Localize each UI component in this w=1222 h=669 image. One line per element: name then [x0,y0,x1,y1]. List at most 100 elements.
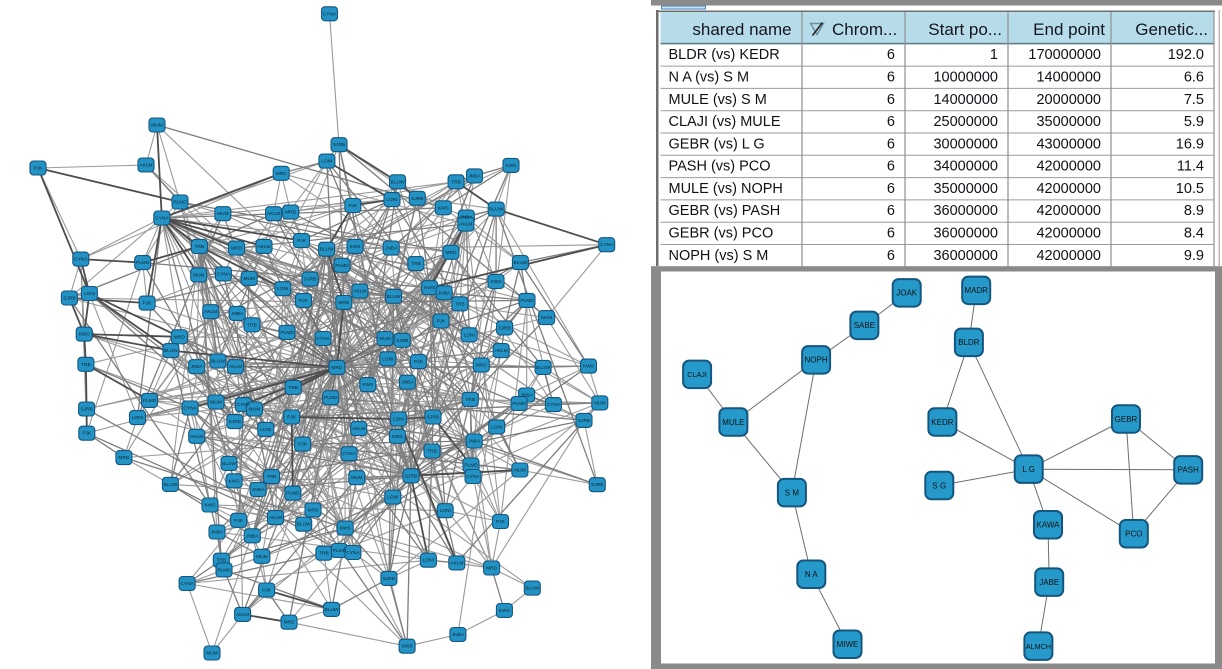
svg-text:6: 6 [887,226,895,242]
svg-text:JABE: JABE [1039,578,1059,587]
svg-text:BLUW: BLUW [325,607,339,613]
svg-text:GEBR: GEBR [1115,415,1138,424]
svg-text:CYNA: CYNA [74,257,88,263]
svg-text:Chrom...: Chrom... [832,20,897,39]
svg-text:SJRB: SJRB [304,277,316,283]
svg-text:36000000: 36000000 [933,248,998,264]
svg-text:KWS: KWS [424,285,435,291]
svg-text:AKLM: AKLM [353,289,366,295]
svg-text:42000000: 42000000 [1036,181,1101,197]
svg-text:PLMD: PLMD [136,260,150,266]
svg-text:KWS: KWS [79,332,90,338]
svg-text:10.5: 10.5 [1176,181,1204,197]
svg-text:25000000: 25000000 [933,114,998,130]
svg-text:JNBA: JNBA [385,246,398,252]
svg-text:BLUW: BLUW [525,586,539,592]
svg-text:KWS: KWS [506,163,517,169]
svg-text:TRB: TRB [195,244,205,250]
svg-text:AKLM: AKLM [450,560,463,566]
svg-text:N A: N A [805,570,819,579]
svg-text:JNBA: JNBA [460,215,473,221]
svg-text:MRD: MRD [284,620,295,626]
svg-text:AKLM: AKLM [236,612,249,618]
svg-text:9.9: 9.9 [1184,248,1204,264]
svg-text:BLUW: BLUW [513,260,527,266]
svg-text:SJRB: SJRB [591,482,603,488]
svg-text:CYNA: CYNA [346,550,360,556]
svg-text:6: 6 [887,70,895,86]
svg-text:TRB: TRB [427,449,437,455]
svg-text:34000000: 34000000 [933,159,998,175]
svg-text:KWS: KWS [491,279,502,285]
svg-text:MUM: MUM [379,336,390,342]
svg-text:LONI: LONI [84,291,95,297]
svg-text:MRD: MRD [276,171,287,177]
svg-text:KWS: KWS [229,478,240,484]
svg-text:BLDR: BLDR [958,338,980,347]
svg-text:CYNA: CYNA [600,242,614,248]
svg-text:6: 6 [887,248,895,264]
svg-text:TRB: TRB [267,474,277,480]
svg-text:SJRB: SJRB [229,419,241,425]
svg-text:JNBA: JNBA [231,311,244,317]
svg-text:AKLM: AKLM [204,309,217,315]
svg-text:42000000: 42000000 [1036,159,1101,175]
svg-text:PLMD: PLMD [324,395,338,401]
svg-text:MRD: MRD [331,365,342,371]
svg-text:CYNA: CYNA [237,402,251,408]
svg-text:MRD: MRD [338,300,349,306]
svg-text:KWS: KWS [499,608,510,614]
svg-text:PLMD: PLMD [217,567,231,573]
svg-text:TRB: TRB [216,558,226,564]
svg-text:Start po...: Start po... [928,20,1002,39]
svg-text:PLMD: PLMD [280,330,294,336]
svg-text:7.5: 7.5 [1184,92,1204,108]
svg-text:MUM: MUM [514,468,525,474]
svg-text:170000000: 170000000 [1028,47,1101,63]
svg-text:NOPH (vs) S M: NOPH (vs) S M [669,248,769,264]
svg-text:BLUW: BLUW [222,461,236,467]
svg-text:PJK: PJK [299,298,309,304]
svg-text:PLMD: PLMD [173,200,187,206]
svg-text:GEBR (vs) PCO: GEBR (vs) PCO [669,226,774,242]
svg-text:KEDR: KEDR [931,418,953,427]
svg-text:MRD: MRD [476,363,487,369]
svg-text:PCO: PCO [1125,530,1142,539]
svg-text:MUM: MUM [151,123,162,129]
svg-text:MUM: MUM [351,475,362,481]
svg-text:LONI: LONI [464,332,475,338]
svg-text:KAWA: KAWA [1037,521,1061,530]
svg-text:MUM: MUM [243,276,254,282]
svg-text:LONI: LONI [440,508,451,514]
svg-text:MRD: MRD [308,507,319,513]
svg-text:BLDR (vs) KEDR: BLDR (vs) KEDR [669,47,780,63]
svg-text:PJK: PJK [287,415,297,421]
svg-text:JNBA: JNBA [438,290,451,296]
svg-text:AKLM: AKLM [139,163,152,169]
svg-text:CYNA: CYNA [180,581,194,587]
svg-text:CYNA: CYNA [155,216,169,222]
svg-text:PASH (vs) PCO: PASH (vs) PCO [669,159,771,175]
svg-text:PLMD: PLMD [335,263,349,269]
svg-text:PLMD: PLMD [143,398,157,404]
svg-text:MRD: MRD [231,246,242,252]
svg-text:AKLM: AKLM [495,348,508,354]
svg-text:SJRB: SJRB [498,325,510,331]
svg-text:CYNA: CYNA [183,406,197,412]
svg-text:PJK: PJK [297,238,307,244]
svg-text:BLUW: BLUW [489,207,503,213]
svg-text:MRD: MRD [446,250,457,256]
svg-text:BLUW: BLUW [297,522,311,528]
svg-text:JNBA: JNBA [246,533,259,539]
svg-text:PLMD: PLMD [520,298,534,304]
svg-text:MUM: MUM [210,400,221,406]
svg-text:JNBA: JNBA [252,487,265,493]
svg-text:MUM: MUM [256,554,267,560]
svg-text:JNBA: JNBA [468,173,481,179]
svg-text:NOPH: NOPH [805,356,828,365]
svg-text:SJRB: SJRB [80,407,92,413]
svg-text:6: 6 [887,181,895,197]
svg-text:MULE: MULE [722,418,744,427]
svg-text:14000000: 14000000 [933,92,998,108]
svg-text:36000000: 36000000 [933,203,998,219]
